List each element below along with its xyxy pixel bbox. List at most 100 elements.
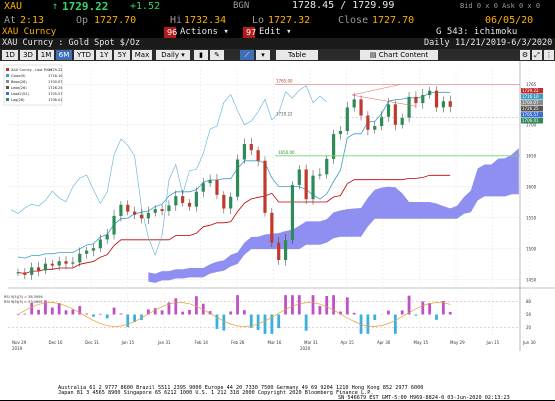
- settings-icon[interactable]: ⚙: [520, 50, 530, 60]
- candle-body: [277, 243, 280, 260]
- range-bar: 1D 3D 1M 6M YTD 1Y 5Y Max Daily ▾ ▮ ✎ ⟋ …: [0, 49, 555, 61]
- legend-swatch: [6, 74, 9, 77]
- candle-body: [154, 209, 157, 213]
- price-tag-label: 1705.57: [522, 112, 539, 117]
- high-value: 1732.34: [184, 15, 226, 26]
- line-icon[interactable]: ⟋: [240, 50, 254, 60]
- candle-body: [236, 160, 239, 197]
- candle-body: [160, 209, 163, 211]
- more-icon[interactable]: ⋮: [544, 50, 554, 60]
- rsi-bar: [222, 315, 225, 331]
- expand-icon[interactable]: ⤢: [532, 50, 542, 60]
- chart-grid: [0, 61, 555, 386]
- candle-body: [133, 212, 136, 215]
- rsi-bar: [30, 303, 33, 315]
- edit-number: 97: [243, 27, 255, 38]
- range-1d-button[interactable]: 1D: [2, 50, 18, 60]
- x-tick-label: Mar 16: [268, 340, 282, 345]
- candle-body: [366, 116, 369, 130]
- chart-type-icon[interactable]: ▾: [256, 50, 270, 60]
- chart-subheader: XAU Curncy : Gold Spot $/Oz Daily 11/21/…: [0, 38, 555, 49]
- candle-body: [449, 101, 452, 107]
- edit-menu[interactable]: Edit ▾: [259, 27, 292, 37]
- candle-body: [291, 185, 294, 240]
- rsi-bar: [428, 303, 431, 314]
- legend-entry: XAU Curncy - Last Price: [11, 68, 52, 72]
- up-arrow-icon: ↑: [52, 1, 58, 12]
- candle-body: [263, 161, 266, 213]
- candle-body: [112, 216, 115, 235]
- quote-time: 2:13: [20, 15, 44, 26]
- low-value: 1727.32: [268, 15, 310, 26]
- range-3d-button[interactable]: 3D: [20, 50, 36, 60]
- candle-body: [339, 131, 342, 134]
- rsi-bar: [120, 313, 123, 314]
- candle-body: [44, 264, 47, 271]
- rsi-bar: [126, 315, 129, 328]
- date-range[interactable]: 11/21/2019-6/3/2020: [455, 38, 552, 48]
- rsi-bar: [99, 314, 102, 315]
- range-ytd-button[interactable]: YTD: [74, 50, 94, 60]
- rsi-bar: [65, 310, 68, 314]
- candle-body: [188, 203, 191, 207]
- legend-entry: Close(9): [11, 74, 26, 78]
- x-tick-label: Jun 15: [486, 340, 500, 345]
- rsi-bar: [415, 315, 418, 316]
- candle-body: [442, 101, 445, 107]
- candle-body: [311, 176, 314, 200]
- open-value: 1727.70: [94, 15, 136, 26]
- bid-ask: 1728.45 / 1729.99: [292, 0, 394, 11]
- y-tick-label: 1600: [526, 184, 537, 189]
- rsi-bar: [387, 311, 390, 315]
- rsi-bar: [37, 310, 40, 315]
- candle-body: [373, 126, 376, 130]
- candle-body: [359, 99, 362, 115]
- candle-body: [243, 144, 246, 160]
- rsi-bar: [312, 295, 315, 314]
- legend-entry: Lead2(52): [11, 92, 29, 96]
- candle-icon[interactable]: ▮: [194, 50, 208, 60]
- range-5y-button[interactable]: 5Y: [114, 50, 130, 60]
- candle-body: [51, 264, 54, 266]
- legend-entry: Lag(26): [11, 98, 25, 102]
- candle-body: [257, 150, 260, 161]
- actions-menu[interactable]: Actions ▾: [180, 27, 229, 37]
- high-label: Hi: [170, 15, 182, 26]
- low-label: Lo: [252, 15, 264, 26]
- range-1m-button[interactable]: 1M: [38, 50, 54, 60]
- y-tick-label: 1765: [526, 82, 537, 87]
- frequency-dropdown[interactable]: Daily ▾: [156, 50, 190, 60]
- legend-entry: Lead(26): [11, 86, 27, 90]
- range-1y-button[interactable]: 1Y: [96, 50, 112, 60]
- ohlc-bar: At 2:13 Op 1727.70 Hi 1732.34 Lo 1727.32…: [0, 14, 555, 27]
- rsi-legend-entry: RSI 9(5)(3) = 23.4905: [4, 300, 43, 304]
- legend-value: 1705.57: [48, 92, 62, 96]
- candle-body: [407, 97, 410, 118]
- rsi-tick-label: 50: [526, 312, 532, 317]
- chart-content-button[interactable]: ▤ Chart Content: [360, 50, 438, 60]
- table-button[interactable]: Table: [276, 50, 318, 60]
- range-6m-button[interactable]: 6M: [56, 50, 72, 60]
- candle-body: [99, 240, 102, 249]
- rsi-bar: [318, 306, 321, 314]
- candle-body: [428, 91, 431, 95]
- candle-body: [119, 205, 122, 216]
- candle-body: [401, 118, 404, 125]
- x-tick-label: Jun 30: [522, 340, 536, 345]
- candle-body: [250, 144, 253, 150]
- chart-legend: XAU Curncy - Last Price1729.22Close(9)17…: [4, 65, 62, 105]
- legend-value: 1716.10: [48, 74, 62, 78]
- rsi-legend-entry: RSI 9(5)(3) = 38.3956: [4, 295, 43, 299]
- rsi-bar: [435, 315, 438, 320]
- security-name[interactable]: XAU Curncy: [2, 27, 56, 37]
- x-tick-label: Feb 28: [231, 340, 245, 345]
- chart-background: [0, 61, 555, 386]
- range-max-button[interactable]: Max: [132, 50, 152, 60]
- x-tick-label: Apr 15: [341, 340, 355, 345]
- last-price: 1729.22: [62, 0, 108, 13]
- function-toolbar: XAU Curncy 96 Actions ▾ 97 Edit ▾ G 543:…: [0, 27, 555, 38]
- x-year-label: 2020: [300, 346, 311, 351]
- draw-icon[interactable]: ✎: [210, 50, 224, 60]
